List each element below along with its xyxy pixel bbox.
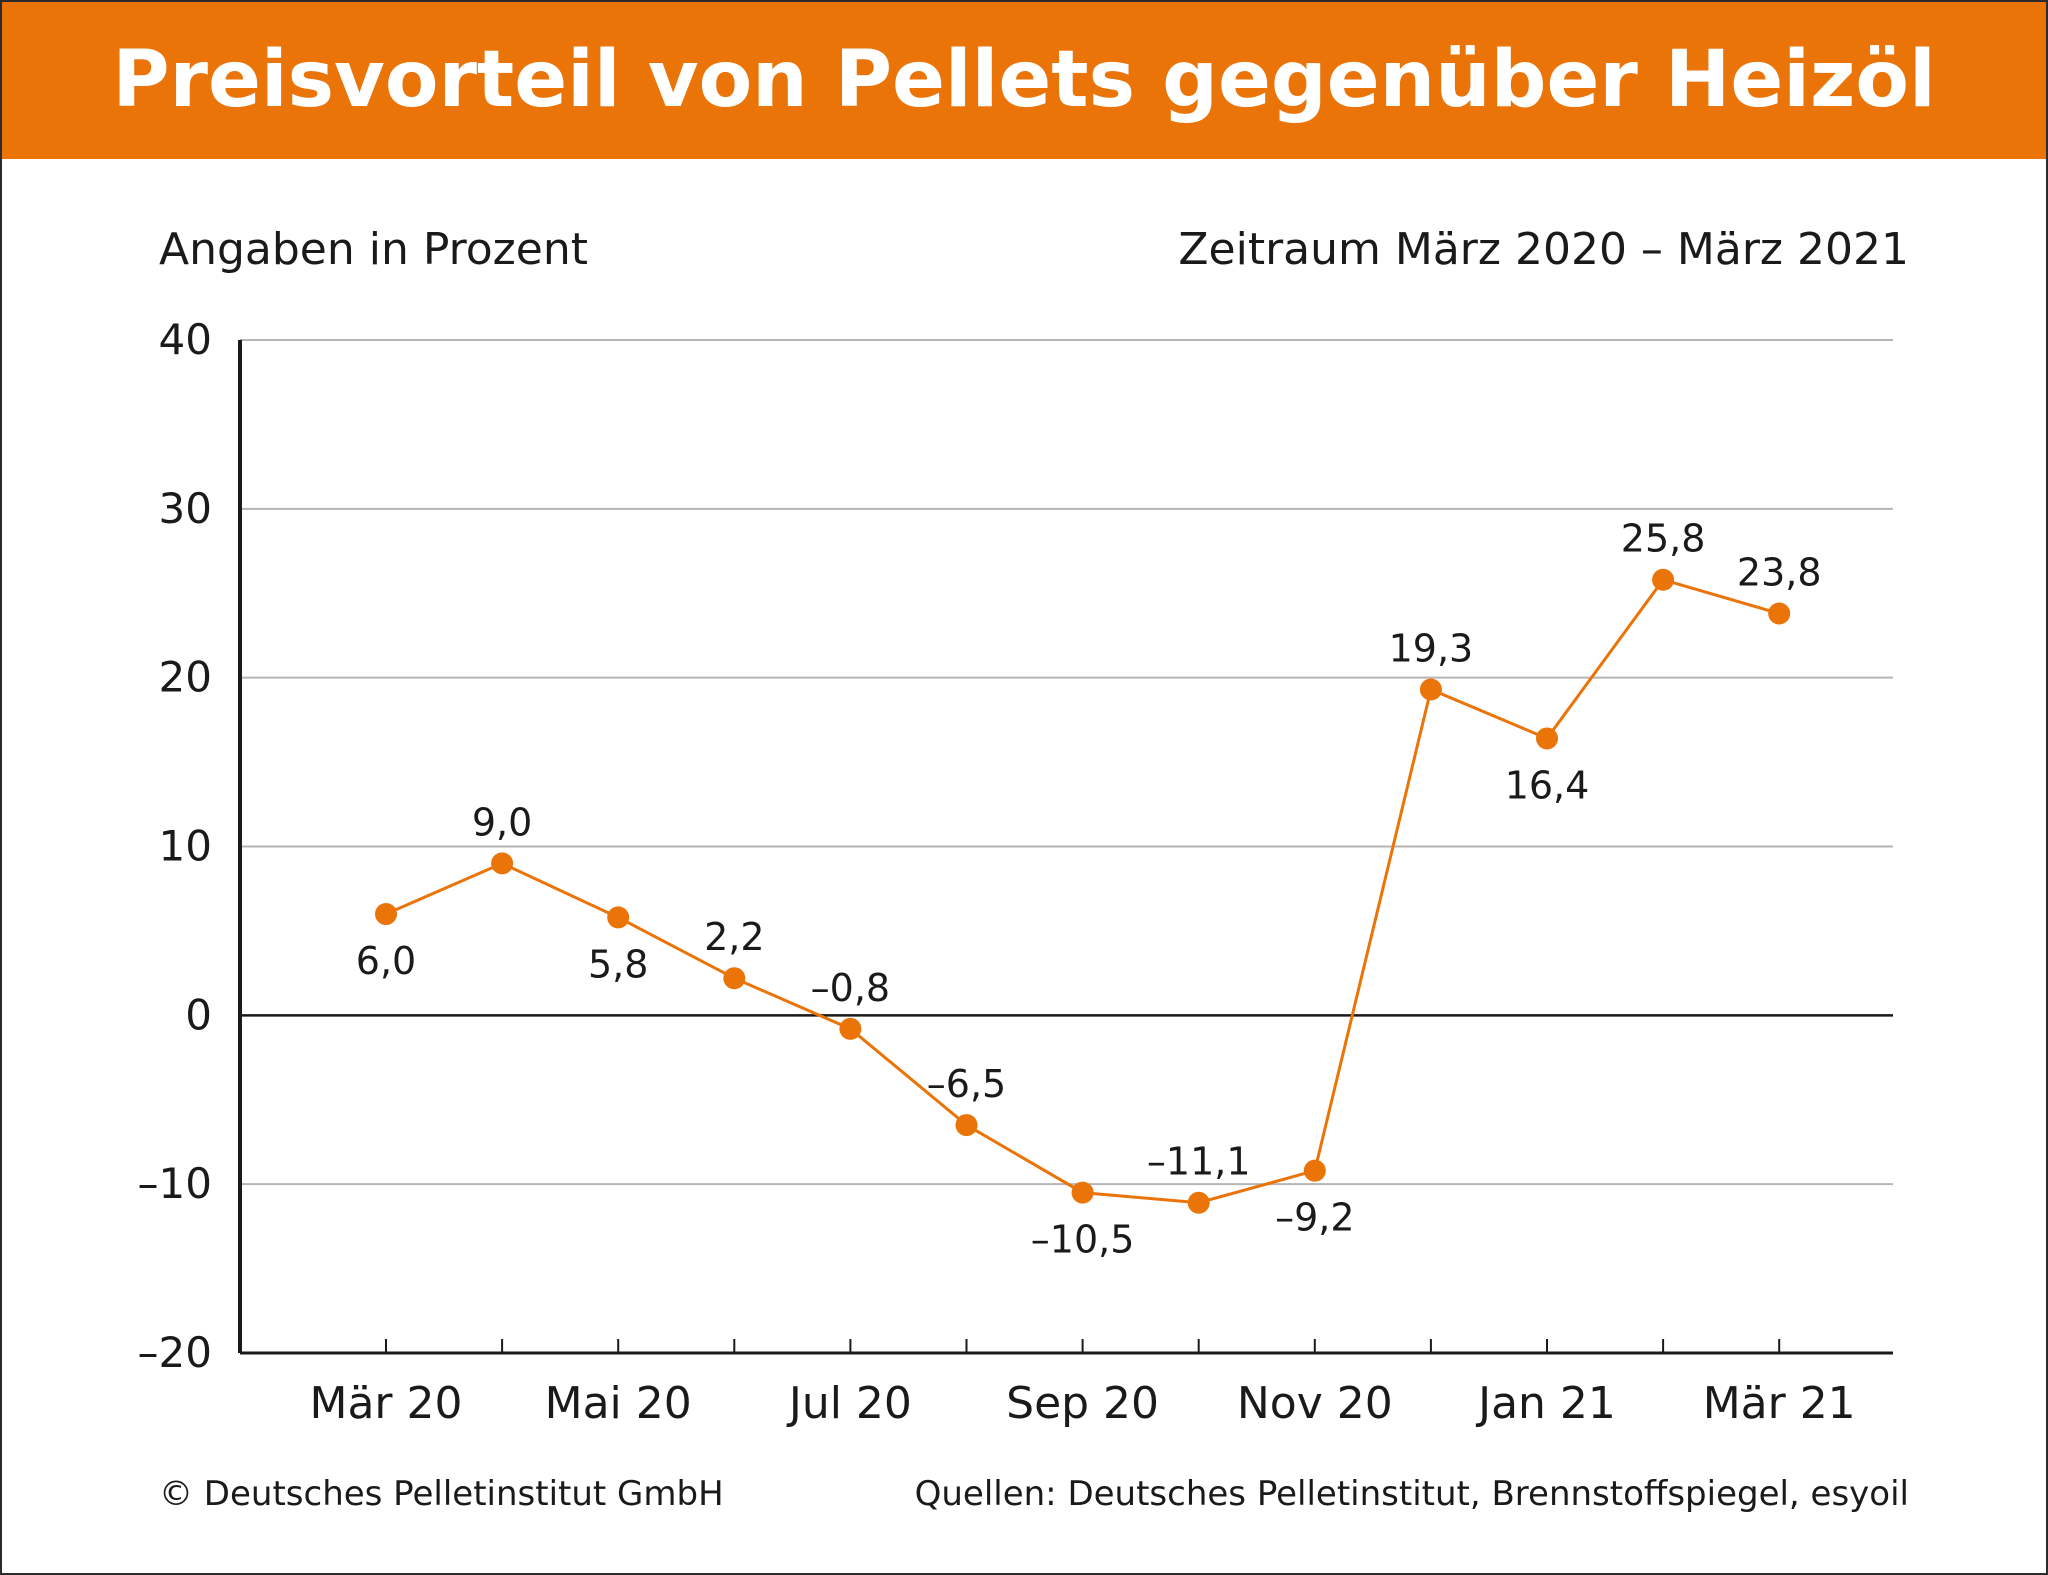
y-axis-ticks: 40 30 20 10 0 –10 –20 bbox=[138, 315, 212, 1377]
data-point bbox=[723, 967, 746, 990]
chart-title: Preisvorteil von Pellets gegenüber Heizö… bbox=[112, 35, 1936, 125]
unit-note: Angaben in Prozent bbox=[159, 224, 588, 275]
y-tick-label: 10 bbox=[159, 822, 212, 871]
y-tick-label: –10 bbox=[138, 1159, 212, 1208]
data-label: 6,0 bbox=[356, 939, 416, 983]
title-banner bbox=[2, 2, 2046, 159]
data-label: 5,8 bbox=[588, 942, 648, 986]
y-tick-label: 40 bbox=[159, 315, 212, 364]
y-tick-label: 0 bbox=[185, 990, 212, 1039]
data-point bbox=[1303, 1159, 1326, 1182]
data-labels: 6,0 9,0 5,8 2,2 –0,8 –6,5 –10,5 –11,1 –9,2 19,3 16… bbox=[356, 517, 1822, 1262]
grid-lines bbox=[240, 339, 1893, 1354]
x-tick-label: Nov 20 bbox=[1237, 1378, 1393, 1429]
y-tick-label: –20 bbox=[138, 1328, 212, 1377]
y-tick-label: 30 bbox=[159, 484, 212, 533]
data-point bbox=[375, 903, 397, 926]
data-label: –6,5 bbox=[927, 1062, 1006, 1106]
x-tick-label: Mär 20 bbox=[310, 1378, 463, 1429]
data-point bbox=[1187, 1191, 1210, 1214]
data-point bbox=[1071, 1181, 1094, 1204]
data-label: 23,8 bbox=[1737, 551, 1822, 595]
data-point bbox=[1419, 678, 1442, 701]
x-tick-label: Jan 21 bbox=[1475, 1378, 1616, 1429]
x-tick-label: Sep 20 bbox=[1006, 1378, 1159, 1429]
data-label: 16,4 bbox=[1505, 763, 1590, 807]
data-label: 25,8 bbox=[1621, 517, 1706, 561]
data-point bbox=[1536, 727, 1558, 750]
axes bbox=[238, 340, 1893, 1355]
x-axis-ticks: Mär 20 Mai 20 Jul 20 Sep 20 Nov 20 Jan 21 Mär … bbox=[310, 1339, 1856, 1429]
data-label: –10,5 bbox=[1031, 1218, 1135, 1262]
y-tick-label: 20 bbox=[159, 653, 212, 702]
sources-note: Quellen: Deutsches Pelletinstitut, Brenn… bbox=[914, 1474, 1909, 1514]
x-tick-label: Mär 21 bbox=[1703, 1378, 1856, 1429]
data-label: –9,2 bbox=[1275, 1196, 1354, 1240]
series-polyline bbox=[385, 578, 1780, 1205]
data-point bbox=[955, 1114, 978, 1137]
data-point bbox=[607, 906, 630, 929]
period-note: Zeitraum März 2020 – März 2021 bbox=[1178, 224, 1909, 275]
data-label: 2,2 bbox=[704, 915, 764, 959]
x-tick-label: Jul 20 bbox=[786, 1378, 912, 1429]
data-label: –0,8 bbox=[811, 966, 890, 1010]
copyright-note: © Deutsches Pelletinstitut GmbH bbox=[159, 1474, 724, 1514]
data-point bbox=[1768, 602, 1791, 625]
series-line bbox=[385, 578, 1780, 1205]
data-label: 9,0 bbox=[472, 800, 532, 844]
data-label: –11,1 bbox=[1147, 1140, 1251, 1184]
data-point bbox=[491, 852, 514, 875]
data-point bbox=[839, 1017, 862, 1040]
data-points bbox=[375, 568, 1791, 1214]
x-tick-label: Mai 20 bbox=[545, 1378, 692, 1429]
data-label: 19,3 bbox=[1389, 626, 1474, 670]
data-point bbox=[1652, 568, 1675, 591]
